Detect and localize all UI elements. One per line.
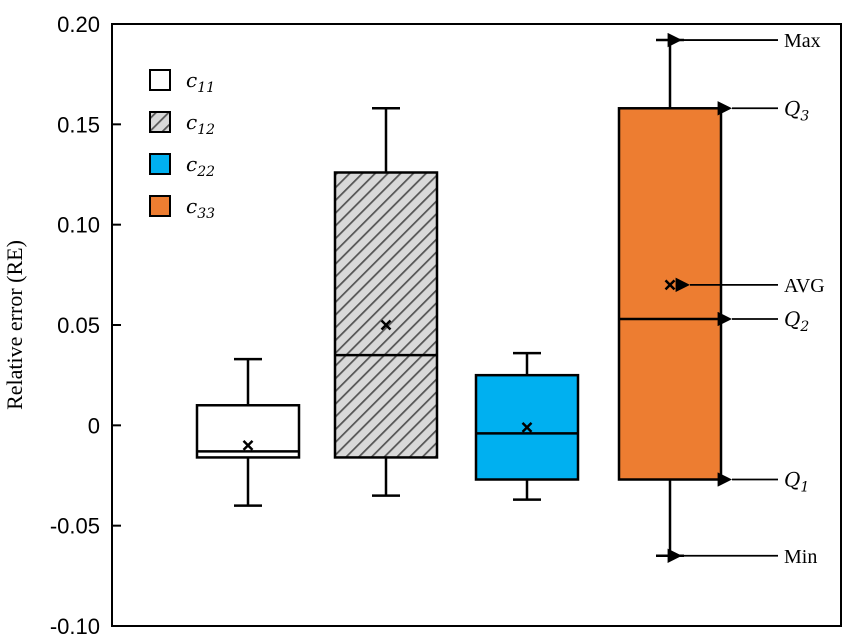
legend-label: c33: [186, 194, 215, 222]
legend-label: c12: [186, 110, 215, 138]
box-body: [195, 404, 301, 459]
plot-area: 0.20 0.15 0.10 0.05 0 -0.05 -0.10 Relative erro…: [2, 12, 842, 639]
legend-label: c11: [186, 68, 215, 96]
legend-item-c11: c11: [149, 68, 215, 96]
annotation-q3: Q3: [717, 96, 809, 124]
box-c11: [195, 357, 301, 507]
average-marker: [521, 421, 533, 433]
y-axis-title: Relative error (RE): [2, 240, 27, 410]
average-marker: [242, 440, 254, 451]
annotation-label: Q1: [784, 468, 809, 496]
box-body: [617, 107, 723, 481]
legend-label: c22: [186, 152, 215, 180]
annotation-avg: AVG: [675, 275, 825, 297]
y-tick-label: -0.05: [50, 514, 100, 539]
annotation-q1: Q1: [717, 468, 809, 496]
y-tick-label: 0.05: [57, 313, 100, 338]
annotation-min: Min: [667, 546, 817, 568]
plot-frame: [111, 23, 842, 627]
y-tick-label: 0: [88, 413, 100, 438]
y-tick-label: 0.15: [57, 112, 100, 137]
average-marker: [380, 319, 392, 331]
average-marker: [664, 279, 676, 291]
y-tick-label: 0.10: [57, 213, 100, 238]
legend-item-c22: c22: [149, 152, 215, 180]
box-c33: [617, 38, 723, 558]
annotation-label: Q3: [784, 96, 809, 124]
annotation-max: Max: [667, 30, 821, 52]
legend-swatch: [149, 153, 171, 175]
annotation-label: Max: [784, 30, 821, 52]
y-tick-label: 0.20: [57, 12, 100, 37]
annotation-median: Q2: [717, 307, 809, 335]
y-tick-label: -0.10: [50, 614, 100, 639]
box-c22: [474, 351, 580, 501]
annotation-label: Q2: [784, 307, 809, 335]
box-c12: [333, 107, 439, 497]
legend-item-c12: c12: [149, 110, 215, 138]
legend-swatch: [149, 195, 171, 217]
legend-swatch: [149, 69, 171, 91]
box-body: [333, 171, 439, 459]
legend-item-c33: c33: [149, 194, 215, 222]
annotation-label: Min: [784, 546, 817, 568]
annotation-label: AVG: [784, 275, 825, 297]
legend-swatch: [149, 111, 171, 133]
